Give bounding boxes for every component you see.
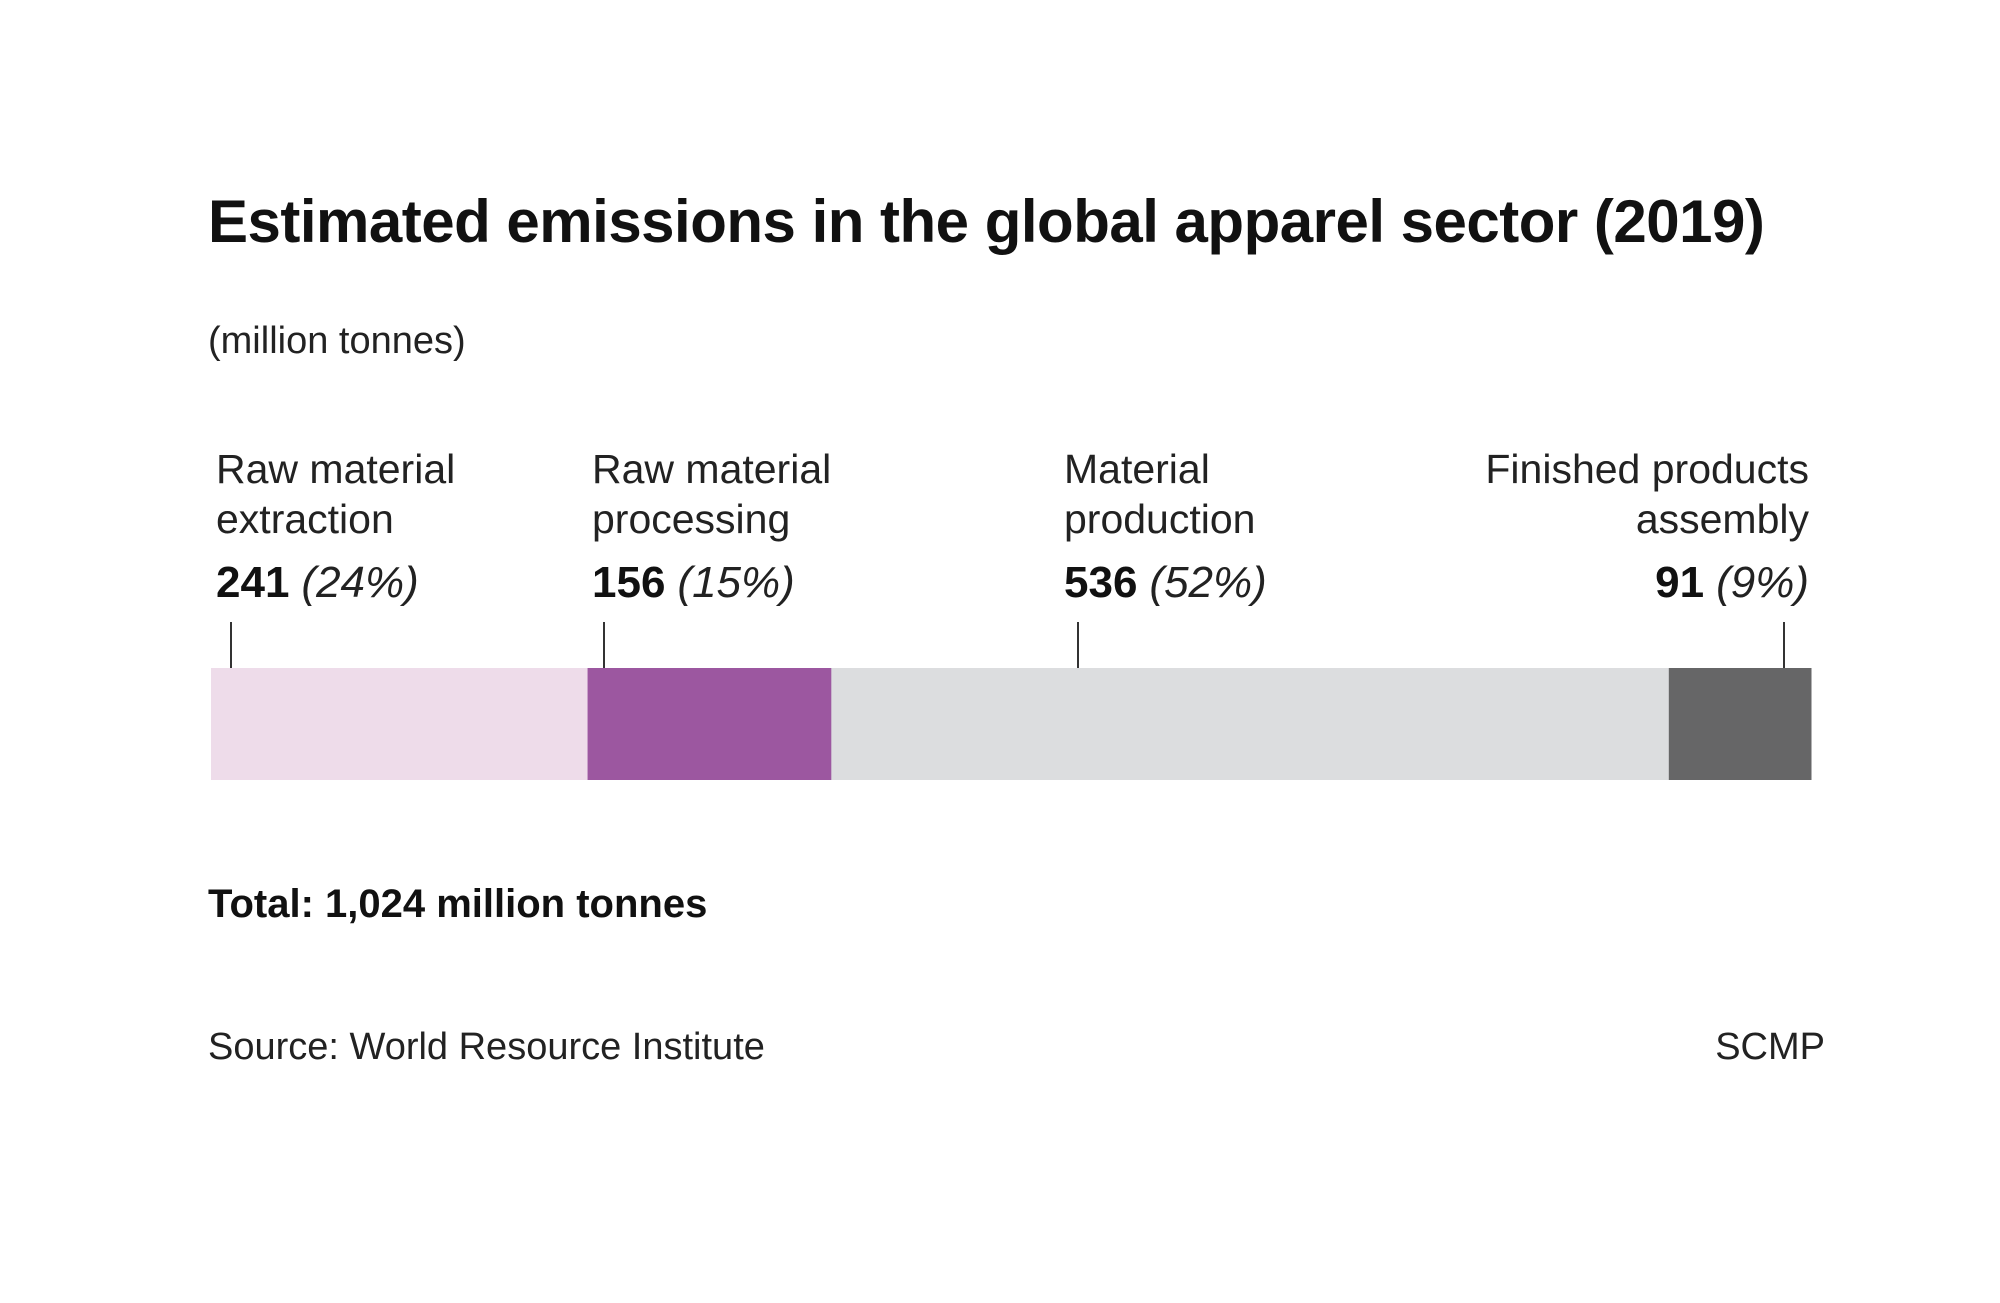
segment-label-3-line-2: production — [1064, 496, 1255, 542]
segment-value-label-1: 241 (24%) — [216, 558, 419, 607]
source-label: Source: World Resource Institute — [208, 1026, 765, 1068]
segment-value-label-2: 156 (15%) — [592, 558, 795, 607]
segment-label-1-line-2: extraction — [216, 496, 394, 542]
bar-segment-4 — [1668, 668, 1812, 780]
segment-label-4-line-1: Finished products — [1485, 446, 1809, 492]
segment-value-2: 156 — [592, 558, 665, 607]
chart-title: Estimated emissions in the global appare… — [208, 188, 1765, 255]
total-label: Total: 1,024 million tonnes — [208, 882, 708, 926]
bar-segment-2 — [587, 668, 832, 780]
segment-label-4-line-2: assembly — [1636, 496, 1810, 542]
bar-segment-3 — [831, 668, 1670, 780]
bar-segment-1 — [211, 668, 589, 780]
segment-label-2-line-2: processing — [592, 496, 790, 542]
segment-percent-1: (24%) — [301, 558, 418, 607]
segment-value-3: 536 — [1064, 558, 1137, 607]
segment-value-4: 91 — [1655, 558, 1704, 607]
segment-percent-4: (9%) — [1716, 558, 1809, 607]
segment-value-label-3: 536 (52%) — [1064, 558, 1267, 607]
segment-percent-3: (52%) — [1149, 558, 1266, 607]
segment-percent-2: (15%) — [677, 558, 794, 607]
segment-label-2-line-1: Raw material — [592, 446, 831, 492]
segment-value-label-4: 91 (9%) — [1655, 558, 1809, 607]
segment-label-3-line-1: Material — [1064, 446, 1210, 492]
credit-label: SCMP — [1715, 1026, 1825, 1068]
chart-unit-label: (million tonnes) — [208, 320, 466, 362]
segment-label-1-line-1: Raw material — [216, 446, 455, 492]
segment-value-1: 241 — [216, 558, 289, 607]
